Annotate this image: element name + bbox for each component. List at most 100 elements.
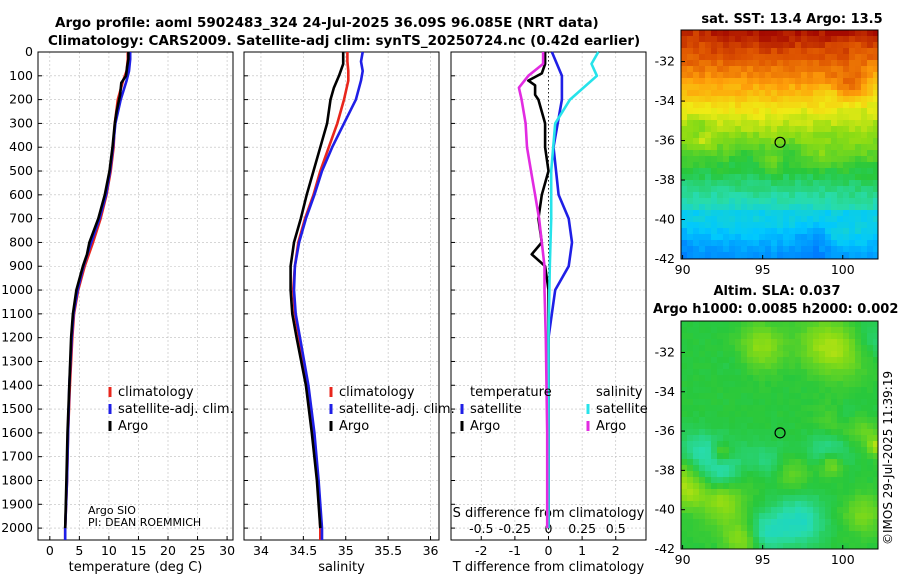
map-cell	[693, 114, 700, 121]
map-cell	[681, 36, 688, 43]
map-cell	[855, 375, 862, 382]
map-cell	[807, 246, 814, 253]
map-cell	[699, 186, 706, 193]
map-cell	[843, 162, 850, 169]
map-cell	[777, 42, 784, 49]
map-cell	[753, 483, 760, 490]
map-cell	[819, 84, 826, 91]
map-cell	[759, 429, 766, 436]
map-cell	[783, 501, 790, 508]
map-cell	[855, 150, 862, 157]
map-cell	[843, 204, 850, 211]
map-cell	[873, 543, 879, 550]
map-cell	[753, 48, 760, 55]
map-cell	[843, 435, 850, 442]
map-cell	[849, 72, 856, 79]
map-cell	[687, 204, 694, 211]
map-y-tick-label: -32	[655, 54, 675, 69]
map-cell	[873, 204, 879, 211]
map-cell	[705, 543, 712, 550]
map-cell	[735, 441, 742, 448]
map-cell	[765, 210, 772, 217]
map-cell	[861, 387, 868, 394]
map-cell	[681, 246, 688, 253]
map-cell	[795, 102, 802, 109]
map-cell	[753, 222, 760, 229]
map-cell	[867, 48, 874, 55]
map-cell	[831, 234, 838, 241]
map-cell	[819, 471, 826, 478]
map-cell	[825, 228, 832, 235]
map-cell	[747, 90, 754, 97]
map-cell	[843, 531, 850, 538]
map-cell	[771, 246, 778, 253]
map-cell	[861, 108, 868, 115]
map-cell	[759, 459, 766, 466]
map-cell	[807, 42, 814, 49]
map-cell	[705, 210, 712, 217]
map-cell	[795, 495, 802, 502]
map-cell	[741, 204, 748, 211]
map-cell	[741, 501, 748, 508]
map-cell	[831, 144, 838, 151]
map-cell	[855, 138, 862, 145]
map-cell	[705, 423, 712, 430]
map-cell	[831, 321, 838, 328]
map-cell	[729, 186, 736, 193]
map-cell	[777, 210, 784, 217]
map-cell	[753, 138, 760, 145]
map-cell	[765, 72, 772, 79]
map-cell	[807, 216, 814, 223]
map-cell	[795, 66, 802, 73]
map-cell	[789, 543, 796, 550]
y-tick-label: 1000	[1, 282, 33, 297]
map-cell	[753, 525, 760, 532]
map-cell	[831, 42, 838, 49]
map-cell	[693, 66, 700, 73]
map-cell	[813, 537, 820, 544]
map-cell	[873, 198, 879, 205]
map-cell	[765, 120, 772, 127]
map-cell	[831, 96, 838, 103]
map-cell	[807, 108, 814, 115]
map-cell	[681, 30, 688, 37]
map-cell	[801, 453, 808, 460]
map-cell	[687, 144, 694, 151]
map-cell	[789, 477, 796, 484]
x2-tick-label: 0.5	[606, 521, 626, 536]
map-cell	[735, 405, 742, 412]
legend-label: satellite-adj. clim.	[118, 402, 234, 417]
map-cell	[711, 513, 718, 520]
map-cell	[789, 537, 796, 544]
map-cell	[777, 102, 784, 109]
map-cell	[771, 90, 778, 97]
map-cell	[771, 216, 778, 223]
map-cell	[813, 447, 820, 454]
map-cell	[807, 411, 814, 418]
map-cell	[735, 435, 742, 442]
map-cell	[861, 411, 868, 418]
map-cell	[783, 180, 790, 187]
map-cell	[735, 417, 742, 424]
map-cell	[711, 66, 718, 73]
map-cell	[711, 495, 718, 502]
map-cell	[771, 210, 778, 217]
map-cell	[699, 72, 706, 79]
map-cell	[693, 399, 700, 406]
map-cell	[873, 246, 879, 253]
map-cell	[681, 387, 688, 394]
map-cell	[753, 186, 760, 193]
map-cell	[747, 144, 754, 151]
map-cell	[849, 525, 856, 532]
map-cell	[855, 72, 862, 79]
map-cell	[825, 375, 832, 382]
map-cell	[729, 150, 736, 157]
map-cell	[819, 321, 826, 328]
map-cell	[867, 102, 874, 109]
map-cell	[867, 333, 874, 340]
map-cell	[693, 48, 700, 55]
map-cell	[693, 531, 700, 538]
map-cell	[813, 429, 820, 436]
map-cell	[783, 108, 790, 115]
map-cell	[801, 405, 808, 412]
